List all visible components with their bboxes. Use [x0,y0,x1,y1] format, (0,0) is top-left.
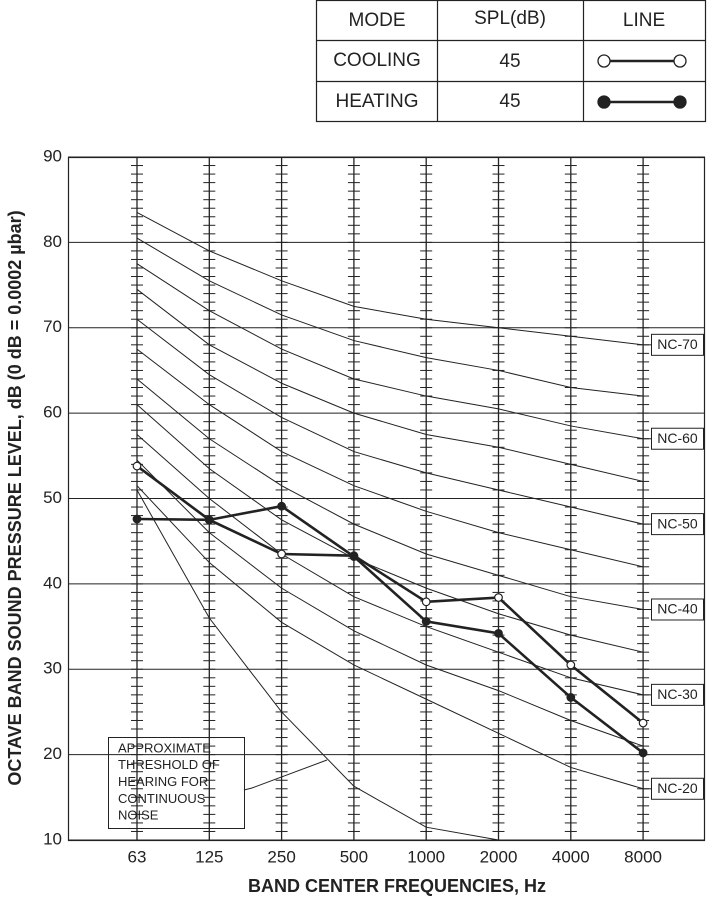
series-marker [277,501,287,511]
y-tick-label: 80 [43,232,62,251]
legend-marker [597,95,611,109]
nc-label: NC-40 [657,601,698,617]
annotation-text: HEARING FOR [118,774,208,789]
nc-curve [136,263,644,440]
table-cell: 45 [499,91,520,112]
nc-label: NC-60 [657,430,698,446]
nc-group [136,459,644,747]
table-cell: HEATING [335,91,418,112]
series-marker [566,693,576,702]
x-tick-label: 125 [195,847,223,866]
nc-curve [136,404,644,653]
table-header: MODE [349,10,406,31]
nc-label-box [651,683,704,706]
series-marker [132,514,142,524]
y-tick-label: 90 [43,146,62,165]
x-tick-label: 2000 [480,847,518,866]
series-marker [638,718,648,728]
annotation-text: THRESHOLD OF [118,757,220,772]
y-tick-label: 20 [43,744,62,763]
series-marker [132,461,142,471]
y-axis-label: OCTAVE BAND SOUND PRESSURE LEVEL, dB (0 … [5,210,25,785]
nc-group [136,212,644,346]
nc-curve [136,489,499,841]
annotation: APPROXIMATE THRESHOLD OF HEARING FOR CONTIN… [108,737,328,829]
nc-group [136,288,644,482]
nc-group [136,434,644,696]
nc-curve [136,212,644,346]
nc-label-box [651,333,704,356]
series-marker [204,515,214,525]
nc-group [136,378,644,610]
nc-label: NC-20 [657,780,698,796]
y-tick-label: 40 [43,573,62,592]
series-line [136,465,644,725]
nc-curve [136,485,644,790]
nc-curve [136,378,644,610]
annotation-text: CONTINUOUS [118,791,206,806]
legend-marker [673,54,687,68]
x-tick-label: 1000 [407,847,445,866]
x-axis-label: BAND CENTER FREQUENCIES, Hz [248,876,546,896]
nc-group [136,318,644,525]
x-tick-label: 250 [267,847,295,866]
nc-group [136,404,644,653]
legend-marker [673,95,687,109]
x-tick-label: 500 [340,847,368,866]
y-tick-label: 70 [43,317,62,336]
nc-curve [136,288,644,482]
series-marker [638,748,648,758]
table-cell: 45 [499,51,520,72]
nc-label-box [651,598,704,621]
nc-curve [136,318,644,525]
nc-group [136,485,644,790]
y-tick-label: 50 [43,488,62,507]
nc-group [136,237,644,397]
nc-label-box [651,427,704,450]
legend-marker [597,54,611,68]
annotation-box [108,737,245,829]
nc-label-box [651,513,704,536]
series-marker [421,597,431,607]
table-header: SPL(dB) [474,8,546,29]
series-marker [349,552,359,561]
nc-curve [136,237,644,397]
annotation-text: APPROXIMATE [118,740,211,755]
legend-table [315,0,707,123]
nc-label: NC-30 [657,686,698,702]
y-tick-label: 10 [43,829,62,848]
nc-curve [136,434,644,696]
series-marker [494,628,503,638]
y-tick-label: 60 [43,403,62,422]
series-marker [277,549,287,559]
nc-label: NC-50 [657,515,698,531]
nc-label: NC-70 [657,336,698,352]
annotation-leader [243,759,328,791]
table-frame [315,0,707,123]
table-cell: COOLING [333,50,421,71]
y-tick-label: 30 [43,659,62,678]
nc-group [136,489,499,841]
series-line [136,504,644,754]
nc-label-box [651,777,704,800]
nc-group [136,263,644,440]
table-header: LINE [623,10,665,31]
nc-curve [136,459,644,747]
x-tick-label: 8000 [624,847,662,866]
series-marker [566,660,576,670]
x-tick-label: 63 [128,847,147,866]
nc-curve [136,348,644,568]
annotation-text: NOISE [118,808,159,823]
x-tick-label: 4000 [552,847,590,866]
series-marker [421,617,431,626]
nc-group [136,348,644,568]
series-marker [494,593,503,602]
